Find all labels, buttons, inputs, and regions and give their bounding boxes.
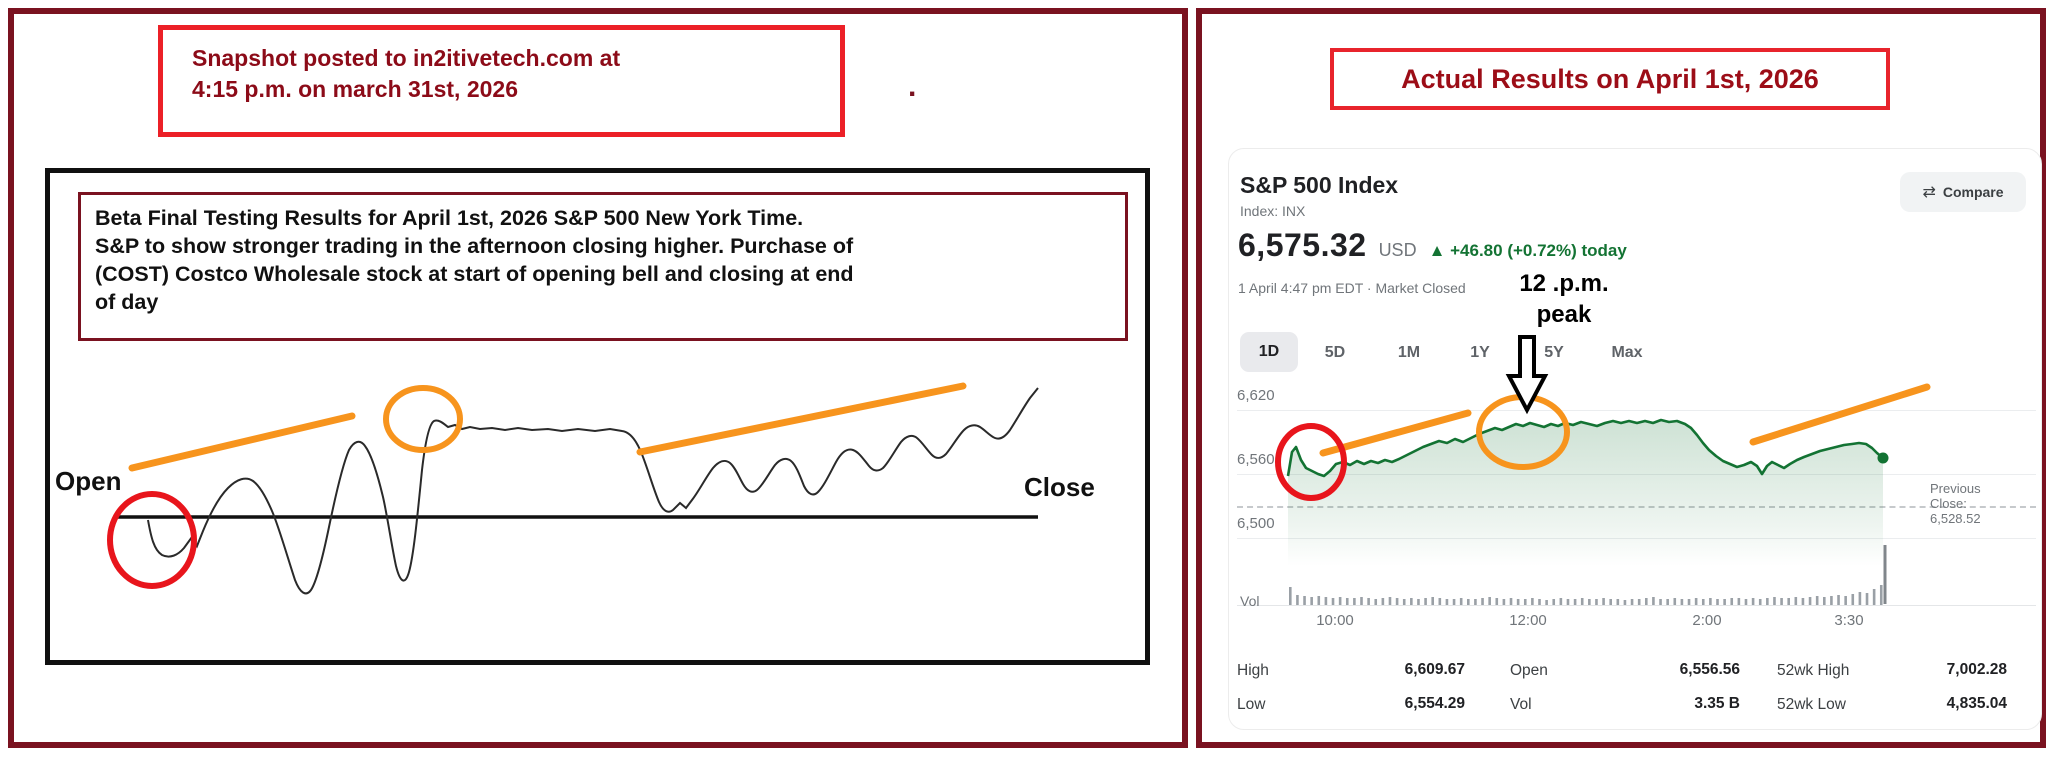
volume-axis-label: Vol <box>1240 593 1260 609</box>
stray-period: . <box>908 70 917 103</box>
previous-close-dashed-line <box>1237 506 2036 508</box>
stat-vol-value: 3.35 B <box>1694 695 1740 712</box>
xtick-330: 3:30 <box>1834 612 1864 629</box>
stat-high-label: High <box>1237 662 1269 679</box>
prediction-text: Beta Final Testing Results for April 1st… <box>95 206 854 314</box>
prediction-text-box: Beta Final Testing Results for April 1st… <box>78 192 1128 341</box>
stat-low-value: 6,554.29 <box>1404 695 1465 712</box>
volume-baseline <box>1237 605 2036 606</box>
gridline-6500 <box>1237 538 2036 539</box>
previous-close-label: Previous Close: 6,528.52 <box>1930 481 1981 526</box>
tab-5d[interactable]: 5D <box>1324 344 1346 361</box>
price-value: 6,575.32 <box>1238 227 1367 263</box>
stat-high-value: 6,609.67 <box>1404 661 1465 678</box>
xtick-200: 2:00 <box>1692 612 1722 629</box>
xtick-1000: 10:00 <box>1316 612 1354 629</box>
close-label: Close <box>1024 472 1095 502</box>
compare-button[interactable]: ⇄ Compare <box>1900 172 2026 212</box>
tab-1d-selected[interactable]: 1D <box>1240 332 1298 372</box>
stat-low-label: Low <box>1237 696 1266 713</box>
stat-52wk-high-label: 52wk High <box>1777 662 1850 679</box>
tab-5y[interactable]: 5Y <box>1544 344 1564 361</box>
stat-vol-label: Vol <box>1510 696 1532 713</box>
stat-52wk-low-value: 4,835.04 <box>1946 695 2007 712</box>
price-currency: USD <box>1378 240 1417 260</box>
open-label: Open <box>55 466 122 496</box>
price-row: 6,575.32 USD ▲ +46.80 (+0.72%) today <box>1238 227 1627 264</box>
stat-open-label: Open <box>1510 662 1548 679</box>
tab-1y[interactable]: 1Y <box>1470 344 1490 361</box>
xtick-1200: 12:00 <box>1509 612 1547 629</box>
compare-button-label: Compare <box>1942 184 2004 200</box>
stat-52wk-high-value: 7,002.28 <box>1946 661 2007 678</box>
actual-results-caption-box: Actual Results on April 1st, 2026 <box>1330 48 1890 110</box>
ytick-6500: 6,500 <box>1237 515 1275 532</box>
stat-open-value: 6,556.56 <box>1679 661 1740 678</box>
tab-max[interactable]: Max <box>1611 344 1643 361</box>
quote-timestamp: 1 April 4:47 pm EDT · Market Closed <box>1238 280 1466 296</box>
ytick-6560: 6,560 <box>1237 451 1275 468</box>
compare-arrows-icon: ⇄ <box>1922 184 1936 201</box>
ytick-6620: 6,620 <box>1237 387 1275 404</box>
price-change: ▲ +46.80 (+0.72%) today <box>1428 241 1627 260</box>
index-subtitle: Index: INX <box>1240 203 1306 219</box>
index-title: S&P 500 Index <box>1240 172 1399 198</box>
gridline-6560 <box>1237 474 2036 475</box>
gridline-6620 <box>1237 410 2036 411</box>
peak-annotation-text: 12 .p.m. peak <box>1519 270 1609 328</box>
stat-52wk-low-label: 52wk Low <box>1777 696 1846 713</box>
actual-results-caption: Actual Results on April 1st, 2026 <box>1401 63 1819 94</box>
snapshot-caption-box <box>158 25 845 137</box>
tab-1m[interactable]: 1M <box>1397 344 1421 361</box>
snapshot-caption: Snapshot posted to in2itivetech.com at 4… <box>192 45 621 102</box>
